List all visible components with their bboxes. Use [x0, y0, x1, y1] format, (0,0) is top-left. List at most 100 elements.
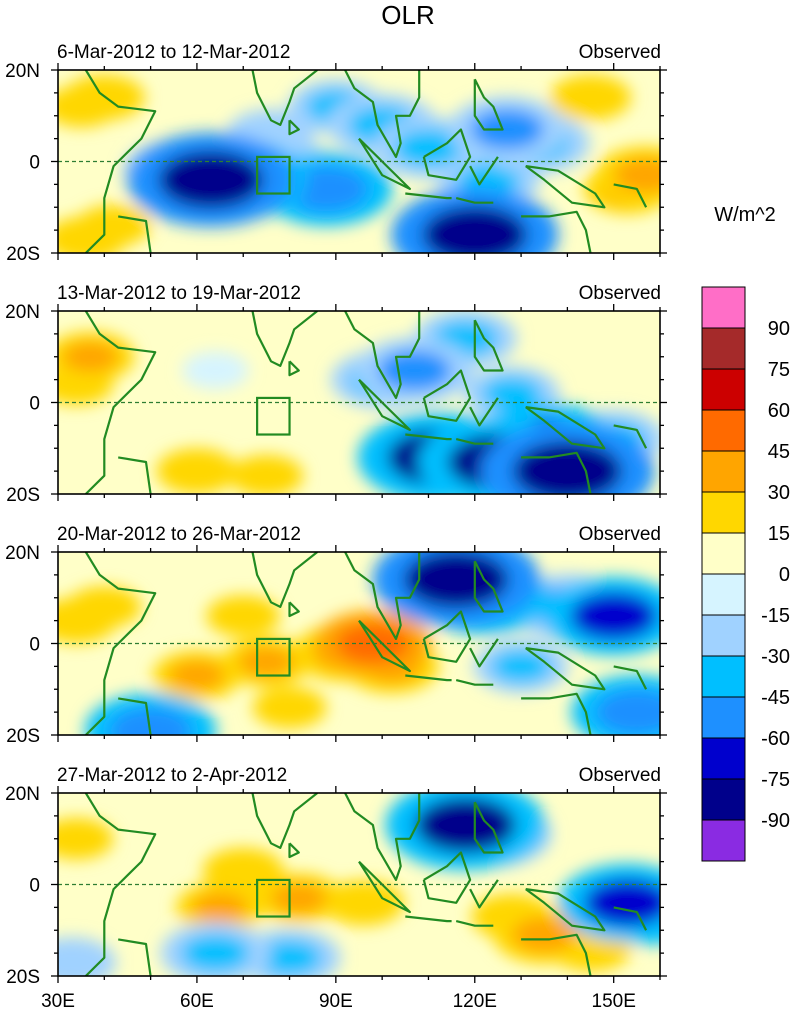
coastline — [118, 215, 152, 253]
colorbar-swatch — [701, 409, 746, 452]
coastline — [405, 433, 452, 441]
y-tick-label: 20N — [5, 302, 40, 323]
olr-panel-3: 20N 0 20S 20-Mar-2012 to 26-Mar-2012 Observe… — [5, 524, 667, 747]
anomaly-core — [58, 606, 102, 635]
coastline — [251, 552, 318, 608]
y-tick-label: 0 — [29, 876, 40, 897]
coastline — [358, 860, 411, 914]
coastline — [288, 601, 300, 618]
coastline — [469, 879, 499, 909]
coastline — [251, 311, 318, 367]
coastline — [84, 311, 157, 494]
coastline — [344, 70, 421, 158]
index-box — [256, 396, 291, 436]
coastline — [405, 674, 452, 682]
y-tick-label: 20S — [6, 967, 40, 988]
figure-title: OLR — [381, 0, 434, 30]
anomaly-core — [238, 646, 294, 677]
coastline — [358, 137, 411, 190]
coastline — [455, 197, 494, 204]
panel-period: 6-Mar-2012 to 12-Mar-2012 — [57, 42, 290, 63]
anomaly-core — [181, 934, 250, 972]
colorbar-label: -15 — [761, 605, 790, 627]
coastline — [521, 933, 592, 976]
anomaly-core — [158, 151, 264, 209]
x-tick-label: 30E — [41, 991, 75, 1012]
coastline — [525, 406, 606, 450]
coastline — [469, 156, 499, 186]
panel-label: Observed — [579, 765, 661, 786]
index-box — [256, 155, 291, 195]
anomaly-core — [415, 797, 516, 853]
coastline — [344, 552, 421, 640]
anomaly-core — [404, 552, 509, 609]
colorbar-label: -30 — [761, 646, 790, 668]
anomaly-core — [109, 707, 192, 735]
coastline — [118, 456, 152, 494]
anomaly-core — [338, 888, 389, 917]
coastline — [288, 360, 300, 377]
coastline — [473, 319, 504, 372]
coastline — [422, 128, 472, 181]
anomaly-core — [220, 603, 267, 629]
anomaly-core — [58, 826, 100, 852]
anomaly-core — [171, 457, 223, 486]
index-box — [256, 878, 291, 918]
coastline — [251, 70, 318, 126]
x-axis: 30E 60E 90E 120E 150E — [41, 991, 636, 1012]
panel-period: 13-Mar-2012 to 19-Mar-2012 — [57, 283, 301, 304]
colorbar-label: 30 — [768, 482, 790, 504]
index-box — [256, 637, 291, 677]
anomaly-core — [512, 441, 622, 494]
anomaly-core — [584, 879, 660, 927]
y-tick-label: 20N — [5, 61, 40, 82]
olr-panel-2: 20N 0 20S 13-Mar-2012 to 19-Mar-2012 Observe… — [5, 283, 667, 506]
coastline — [358, 619, 411, 673]
coastline — [525, 888, 606, 932]
coastline — [455, 920, 494, 927]
y-tick-label: 0 — [29, 635, 40, 656]
colorbar-swatch — [701, 614, 746, 657]
colorbar-label: 60 — [768, 400, 790, 422]
olr-panel-4: 20N 0 20S 27-Mar-2012 to 2-Apr-2012 Observed — [5, 765, 667, 988]
anomaly-core — [394, 128, 463, 167]
colorbar: 90 75 60 45 30 15 0 -15 -30 -45 -60 -75 -90 — [701, 286, 790, 862]
y-tick-label: 20S — [6, 244, 40, 265]
anomaly-core — [169, 660, 225, 691]
coastline — [521, 692, 592, 735]
coastline — [613, 183, 648, 208]
panel-period: 27-Mar-2012 to 2-Apr-2012 — [57, 765, 287, 786]
colorbar-label: 75 — [768, 359, 790, 381]
colorbar-swatch — [701, 778, 746, 821]
colorbar-swatch — [701, 327, 746, 370]
y-tick-label: 20N — [5, 784, 40, 805]
coastline — [469, 397, 499, 427]
coastline — [473, 560, 504, 613]
colorbar-swatch — [701, 532, 746, 575]
anomaly-core — [595, 689, 660, 735]
coastline — [422, 610, 472, 663]
coastlines — [84, 552, 648, 735]
anomaly-core — [570, 592, 657, 640]
colorbar-label: 0 — [779, 564, 790, 586]
anomaly-core — [58, 947, 100, 976]
anomaly-core — [60, 225, 112, 253]
y-tick-label: 20N — [5, 543, 40, 564]
olr-panel-1: 20N 0 20S 6-Mar-2012 to 12-Mar-2012 Observed — [5, 42, 667, 265]
coastline — [84, 70, 157, 253]
coastline — [613, 906, 648, 931]
colorbar-label: 90 — [768, 318, 790, 340]
panel-label: Observed — [579, 283, 661, 304]
y-tick-label: 0 — [29, 153, 40, 174]
coastline — [455, 679, 494, 686]
anomaly-field — [58, 311, 660, 494]
y-tick-label: 20S — [6, 485, 40, 506]
panel-label: Observed — [579, 42, 661, 63]
anomaly-core — [266, 694, 313, 721]
colorbar-swatch — [701, 696, 746, 739]
colorbar-label: -60 — [761, 728, 790, 750]
coastline — [118, 697, 152, 735]
anomaly-field — [58, 793, 660, 976]
coastline — [251, 793, 318, 849]
coastline — [405, 915, 452, 923]
